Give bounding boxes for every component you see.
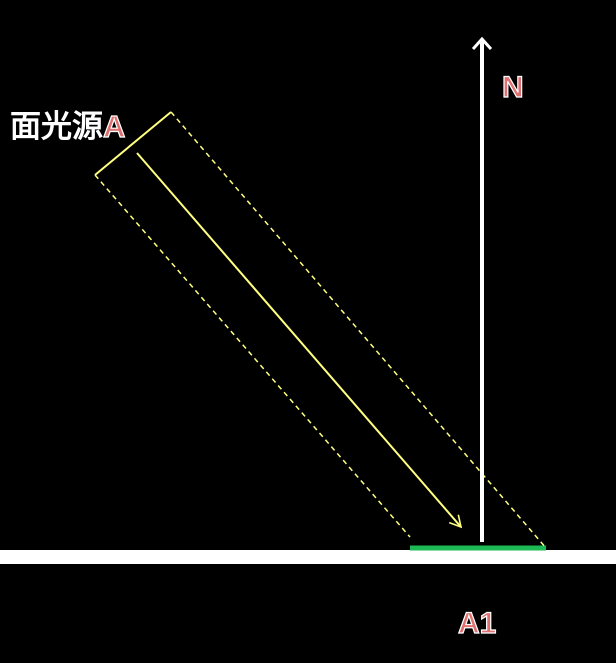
light-source-label-text: 面光源	[10, 109, 103, 144]
light-source-label-letter: A	[103, 109, 125, 144]
light-direction-arrow	[136, 152, 463, 529]
beam-boundary-right	[170, 111, 547, 549]
target-label-a1: A1	[458, 607, 496, 640]
north-label: N	[502, 71, 524, 104]
light-source-label: 面光源A	[10, 109, 125, 144]
ground-line	[0, 550, 616, 564]
light-source-edge	[94, 111, 172, 176]
beam-boundary-left	[94, 174, 411, 538]
